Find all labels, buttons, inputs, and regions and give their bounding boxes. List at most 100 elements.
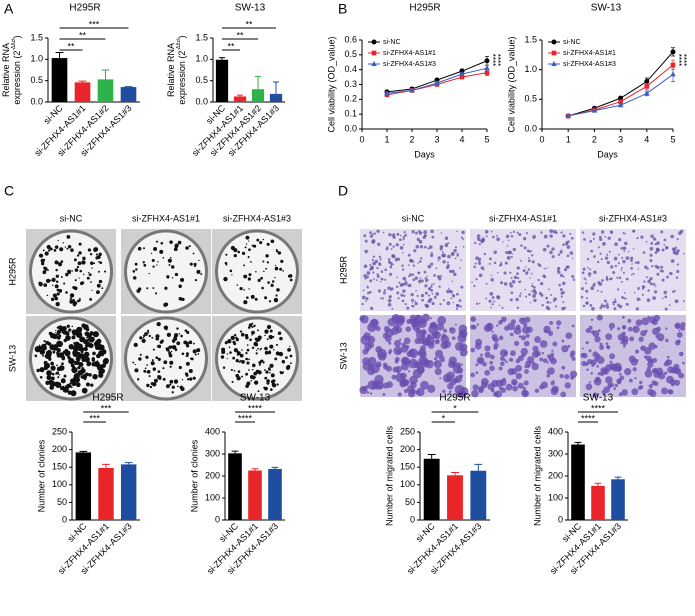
cell <box>618 276 622 280</box>
cell <box>531 290 534 293</box>
cell <box>641 293 644 296</box>
colony <box>57 366 61 370</box>
cell <box>587 266 589 269</box>
colony <box>262 260 265 263</box>
cell <box>581 360 587 367</box>
cell <box>596 314 603 321</box>
cell <box>532 294 536 298</box>
cell <box>447 254 451 259</box>
colony <box>257 278 261 283</box>
colony <box>49 385 55 390</box>
cell <box>445 265 450 270</box>
cell <box>569 251 574 255</box>
y-axis-label: Cell viability (OD_value) <box>326 36 336 132</box>
cell <box>533 298 537 303</box>
colony <box>52 333 58 340</box>
colony <box>72 352 78 358</box>
cell <box>424 291 428 295</box>
cell <box>525 271 529 275</box>
cell <box>399 234 402 237</box>
cell <box>493 342 499 348</box>
cell <box>500 281 504 285</box>
cell <box>485 282 488 285</box>
cell <box>444 236 449 240</box>
colony <box>194 353 197 356</box>
colony <box>233 333 237 337</box>
legend-label: si-ZFHX4-AS1#3 <box>563 61 616 68</box>
cell <box>591 307 595 311</box>
y-tick-label: 1.0 <box>524 64 537 74</box>
cell <box>414 302 418 306</box>
cell <box>498 264 502 267</box>
bar <box>591 485 605 520</box>
cell <box>412 278 416 282</box>
cell <box>457 333 467 343</box>
colony <box>59 247 64 252</box>
colony <box>150 252 153 255</box>
colony <box>159 249 164 254</box>
colony <box>47 269 49 272</box>
cell <box>523 380 529 386</box>
cell <box>601 303 603 305</box>
cell <box>566 245 571 249</box>
cell <box>425 304 430 308</box>
cell <box>370 306 374 310</box>
cell <box>379 280 382 283</box>
colony <box>274 266 279 271</box>
cell <box>622 344 626 348</box>
cell <box>401 268 405 271</box>
cell <box>621 389 629 396</box>
cell <box>454 323 457 326</box>
cell <box>382 382 389 389</box>
cell <box>497 271 499 274</box>
cell <box>412 304 415 308</box>
cell <box>622 246 627 251</box>
colony <box>81 387 88 394</box>
cell <box>415 328 421 334</box>
cell <box>599 345 605 350</box>
cell <box>403 389 409 394</box>
colony <box>80 368 86 374</box>
cell <box>430 317 433 320</box>
colony <box>174 348 178 351</box>
colony <box>73 341 76 345</box>
cell <box>640 330 647 337</box>
cell <box>423 270 427 274</box>
marker <box>551 50 557 56</box>
colony <box>67 245 72 249</box>
marker <box>644 83 650 89</box>
colony <box>84 343 89 348</box>
cell <box>647 361 654 368</box>
colony <box>78 299 81 302</box>
cell <box>432 282 435 285</box>
colony <box>274 357 278 361</box>
colony <box>269 388 273 391</box>
colony <box>235 373 240 378</box>
cell <box>556 326 560 330</box>
error-bar <box>594 482 602 486</box>
colony <box>166 275 170 279</box>
colony <box>239 286 243 291</box>
cell <box>392 235 396 239</box>
cell <box>655 367 664 376</box>
colony <box>62 385 65 388</box>
cell <box>408 275 410 278</box>
row-label: SW-13 <box>7 345 17 372</box>
cell <box>458 299 462 303</box>
cell <box>378 255 382 258</box>
cell <box>416 237 420 241</box>
colony <box>74 268 79 272</box>
cell <box>588 325 593 330</box>
colony <box>73 286 78 291</box>
error-bar <box>614 476 622 480</box>
colony <box>233 369 236 372</box>
y-tick-label: 0 <box>215 514 220 524</box>
colony <box>252 244 257 248</box>
cell <box>655 247 660 252</box>
cell <box>604 256 609 260</box>
cell <box>539 281 544 286</box>
colony <box>157 370 161 373</box>
cell <box>361 295 366 300</box>
colony <box>138 357 142 361</box>
row-label: H295R <box>7 257 17 286</box>
